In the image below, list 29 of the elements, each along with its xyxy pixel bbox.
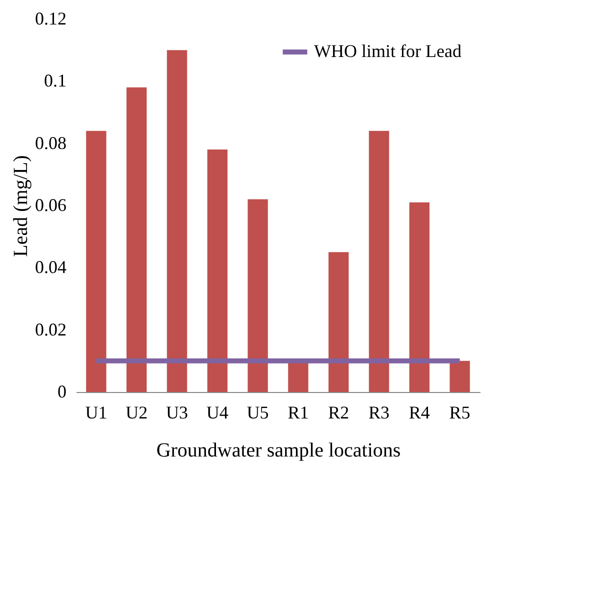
y-axis-title: Lead (mg/L)	[10, 155, 32, 257]
bar	[248, 199, 268, 392]
y-tick-label: 0.06	[35, 195, 66, 215]
bar	[409, 202, 430, 392]
bar	[450, 360, 470, 392]
x-tick-label: U2	[126, 402, 148, 422]
y-tick-label: 0.1	[44, 70, 66, 91]
x-tick-label: U5	[246, 402, 269, 422]
bar	[86, 130, 106, 392]
y-tick-label: 0.08	[35, 132, 66, 153]
x-tick-label: R4	[408, 402, 430, 422]
bar	[207, 150, 228, 392]
bar	[368, 130, 390, 392]
bar	[166, 50, 188, 392]
x-tick-label: R2	[328, 402, 350, 422]
x-tick-label: U4	[206, 402, 228, 422]
legend-label: WHO limit for Lead	[314, 41, 462, 61]
bar	[126, 87, 147, 392]
x-tick-label: R1	[288, 402, 309, 422]
x-tick-label: U3	[166, 402, 188, 422]
x-tick-label: R3	[368, 402, 390, 422]
x-axis-title: Groundwater sample locations	[156, 440, 401, 462]
y-tick-label: 0	[58, 382, 66, 402]
x-tick-label: U1	[85, 402, 108, 422]
y-tick-label: 0.12	[35, 8, 66, 28]
y-tick-label: 0.02	[35, 319, 66, 340]
x-tick-label: R5	[449, 402, 470, 422]
bar	[328, 252, 349, 392]
y-tick-label: 0.04	[35, 257, 66, 278]
